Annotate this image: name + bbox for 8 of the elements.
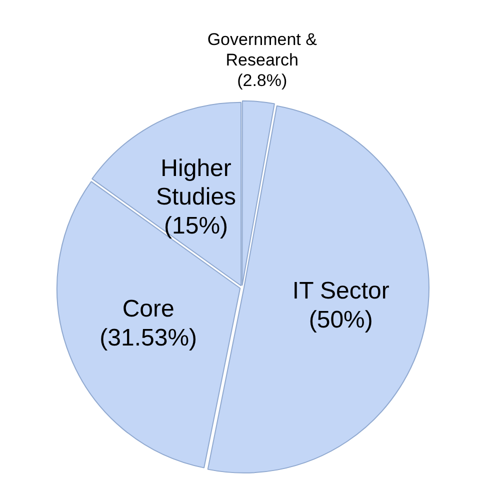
data-label: (2.8%) — [237, 70, 288, 90]
slice-label: IT Sector — [292, 278, 390, 305]
slice-label: Higher Studies — [156, 154, 236, 211]
data-label: (15%) — [164, 212, 228, 240]
slice-label: Core — [122, 296, 174, 323]
data-label: (31.53%) — [100, 324, 198, 352]
data-label: (50%) — [308, 306, 373, 334]
slice-label: Government & Research — [207, 30, 318, 70]
